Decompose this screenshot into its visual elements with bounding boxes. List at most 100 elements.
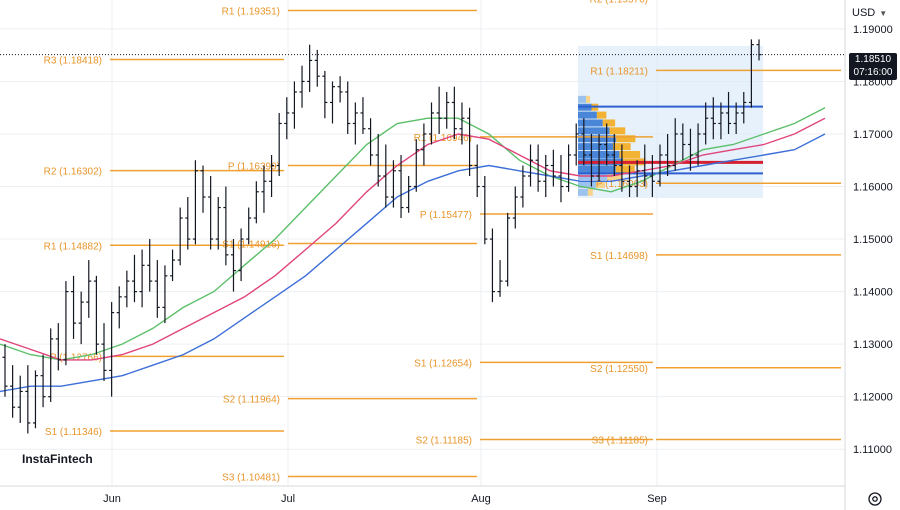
volume-bar-sell (609, 127, 626, 135)
candle (726, 91, 732, 134)
candle (192, 160, 198, 245)
candle (329, 81, 335, 124)
moving-averages (0, 107, 826, 393)
candle (672, 118, 678, 171)
candle (634, 160, 640, 198)
candle (429, 102, 435, 145)
candle (78, 291, 84, 345)
candle (25, 365, 31, 434)
candle (687, 128, 693, 171)
candle (170, 249, 176, 282)
volume-bar-sell (596, 111, 607, 119)
volume-bar-sell (619, 150, 641, 158)
moving-average-line (0, 107, 826, 361)
pivot-label: S2 (1.12550) (590, 364, 648, 375)
candle (398, 154, 404, 219)
candle (93, 275, 99, 355)
candle (497, 260, 503, 297)
candle (276, 112, 282, 177)
candle (230, 239, 236, 292)
candle (32, 370, 38, 429)
candle (299, 65, 305, 108)
candle (177, 207, 183, 266)
y-tick-label: 1.11000 (853, 444, 892, 456)
volume-bar-buy (578, 165, 616, 173)
pivot-label: R2 (1.19576) (590, 0, 648, 6)
brand-logo: InstaFintech (22, 452, 93, 466)
candle (307, 44, 313, 92)
y-tick-label: 1.16000 (853, 182, 893, 194)
volume-bar-buy (578, 95, 587, 103)
candle (642, 144, 648, 187)
pivot-label: S2 (1.11964) (223, 395, 280, 406)
pivot-label: S1 (1.11346) (45, 427, 102, 438)
candle (421, 123, 427, 166)
candle (695, 123, 701, 166)
candle (680, 123, 686, 161)
candle (505, 212, 511, 287)
candle (467, 107, 473, 177)
volume-bar-sell (607, 173, 622, 181)
candle (322, 70, 328, 119)
pivot-label: R1 (1.16946) (414, 133, 472, 144)
volume-bar-buy (578, 119, 603, 127)
candle (40, 354, 46, 408)
candle (649, 154, 655, 198)
candle (131, 254, 137, 303)
volume-bar-buy (578, 135, 617, 143)
volume-bar-sell (602, 119, 616, 127)
candle (550, 149, 556, 187)
candle (284, 97, 290, 140)
current-price-tag: 1.18510 07:16:00 (849, 53, 897, 80)
volume-bar-buy (578, 188, 588, 196)
y-tick-label: 1.13000 (853, 339, 893, 351)
candle (444, 91, 450, 129)
volume-bar-buy (578, 180, 596, 188)
currency-selector[interactable]: USD ▼ (848, 3, 898, 23)
x-tick-label: Jul (281, 493, 295, 505)
candle (741, 91, 747, 124)
pivot-label: S1 (1.12654) (414, 358, 472, 369)
candle (627, 165, 633, 198)
candle (200, 165, 206, 213)
candle (733, 102, 739, 134)
candle (665, 133, 671, 177)
volume-bar-buy (578, 143, 614, 151)
candle (63, 281, 69, 366)
candle (703, 102, 709, 145)
volume-bar-buy (578, 127, 610, 135)
candle (269, 154, 275, 198)
candle (558, 154, 564, 203)
candle (474, 144, 480, 198)
candle (253, 181, 259, 224)
candle (337, 76, 343, 103)
candle (101, 323, 107, 381)
pivot-label: R1 (1.18211) (590, 66, 648, 77)
candle (261, 165, 267, 213)
volume-bar-sell (587, 188, 593, 196)
candle (162, 265, 168, 324)
candle (215, 197, 221, 250)
candle (48, 328, 54, 402)
candle (512, 186, 518, 229)
candle (246, 207, 252, 245)
candle (185, 197, 191, 250)
gear-icon[interactable] (866, 490, 884, 508)
pivot-label: P (1.16399) (228, 162, 280, 173)
candle (109, 302, 115, 397)
pivot-label: S2 (1.11185) (416, 436, 472, 447)
candle (748, 39, 754, 108)
volume-bar-sell (615, 165, 635, 173)
x-tick-label: Jun (103, 493, 121, 505)
candle (360, 97, 366, 134)
chevron-down-icon: ▼ (879, 8, 888, 18)
candle (604, 123, 610, 166)
candle (451, 86, 457, 140)
pivot-label: R1 (1.19351) (222, 6, 280, 17)
candle (489, 228, 495, 303)
pivot-label: R1 (1.14882) (44, 241, 102, 252)
candle (314, 49, 320, 87)
candle (86, 260, 92, 318)
